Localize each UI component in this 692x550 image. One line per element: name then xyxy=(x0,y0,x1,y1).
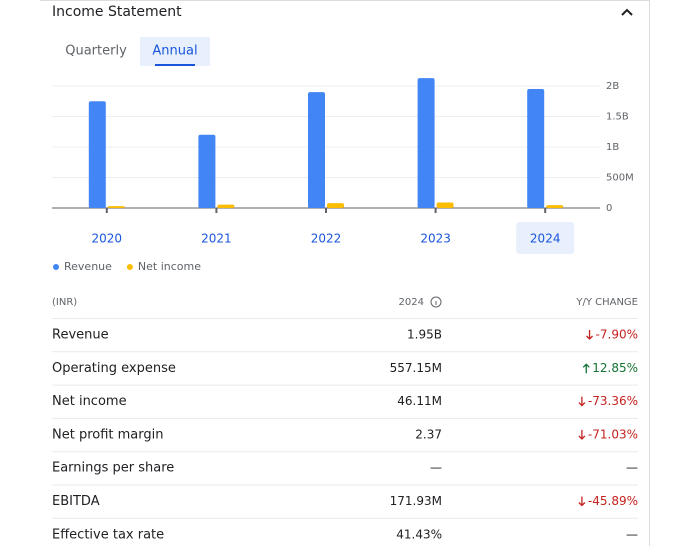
row-name: Operating expense xyxy=(52,361,176,376)
row-value: 46.11M xyxy=(397,394,442,408)
y-tick-label: 0 xyxy=(606,203,612,214)
row-name: Net profit margin xyxy=(52,427,163,442)
x-tick-label[interactable]: 2022 xyxy=(311,232,342,246)
bar xyxy=(217,204,235,208)
legend-swatch xyxy=(126,264,133,270)
change-arrow xyxy=(586,330,594,340)
x-tick-label[interactable]: 2024 xyxy=(530,232,561,246)
table-header: 2024 xyxy=(399,297,424,308)
row-name: Net income xyxy=(52,394,127,409)
row-change: -73.36% xyxy=(588,394,638,408)
change-arrow xyxy=(582,363,590,374)
tab[interactable]: Quarterly xyxy=(65,44,127,59)
bar xyxy=(308,92,325,208)
bar xyxy=(417,78,435,208)
bar xyxy=(436,202,454,208)
legend-label: Net income xyxy=(138,260,201,273)
row-change: 12.85% xyxy=(592,361,638,375)
tab-selected-bg xyxy=(140,37,210,66)
y-tick-label: 2B xyxy=(606,81,619,92)
row-change: — xyxy=(626,527,638,541)
y-tick-label: 1B xyxy=(606,142,619,153)
legend-swatch xyxy=(53,264,59,270)
section-title: Income Statement xyxy=(52,4,182,20)
y-tick-label: 1.5B xyxy=(606,112,629,123)
bar xyxy=(88,101,106,208)
row-name: Earnings per share xyxy=(52,461,174,476)
table-header: (INR) xyxy=(52,297,77,308)
change-arrow xyxy=(578,496,586,507)
row-value: 557.15M xyxy=(390,361,442,375)
row-change: -7.90% xyxy=(596,328,638,342)
bar xyxy=(327,203,344,208)
info-icon[interactable] xyxy=(430,296,442,308)
row-change: -71.03% xyxy=(588,427,638,441)
tab[interactable]: Annual xyxy=(152,44,197,59)
x-tick-label[interactable]: 2021 xyxy=(201,232,232,246)
bar xyxy=(198,134,216,208)
row-value: — xyxy=(430,461,442,475)
collapse-icon[interactable] xyxy=(621,8,633,16)
row-name: Revenue xyxy=(52,328,109,343)
legend-label: Revenue xyxy=(64,260,112,273)
row-value: 171.93M xyxy=(390,494,442,508)
row-change: — xyxy=(626,461,638,475)
row-name: EBITDA xyxy=(52,494,100,509)
row-value: 2.37 xyxy=(415,427,442,441)
row-change: -45.89% xyxy=(588,494,638,508)
bar xyxy=(107,206,125,208)
row-value: 1.95B xyxy=(407,328,442,342)
y-tick-label: 500M xyxy=(606,173,634,184)
bar xyxy=(527,89,545,208)
change-arrow xyxy=(578,429,586,440)
table-header: Y/Y CHANGE xyxy=(575,297,638,308)
change-arrow xyxy=(578,396,586,407)
x-tick-label[interactable]: 2020 xyxy=(92,232,123,246)
category-highlight xyxy=(516,222,575,254)
bar xyxy=(546,205,564,208)
row-name: Effective tax rate xyxy=(52,527,164,542)
x-tick-label[interactable]: 2023 xyxy=(420,232,451,246)
row-value: 41.43% xyxy=(396,527,442,541)
